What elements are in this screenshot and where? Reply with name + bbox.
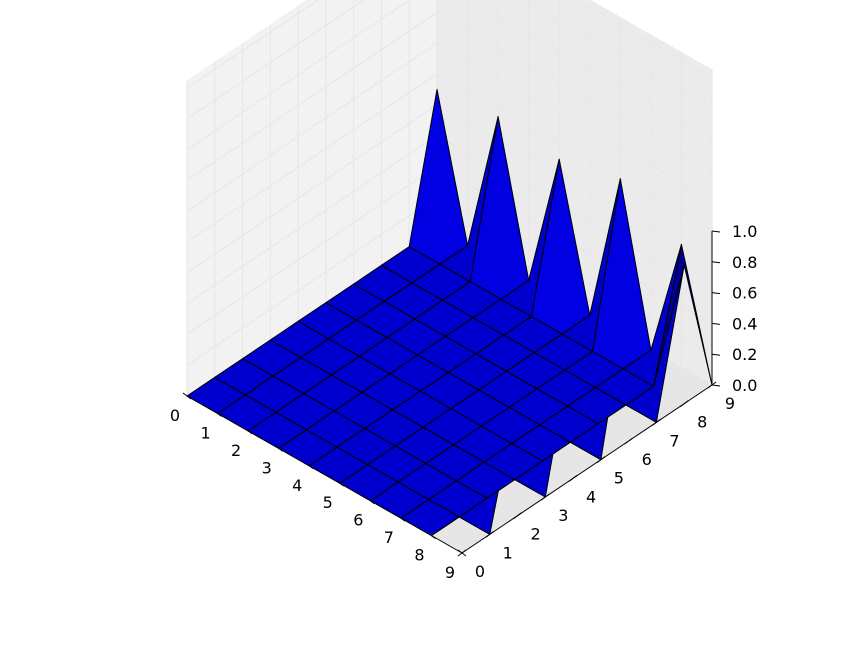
y-tick-label: 4 (586, 487, 596, 506)
y-tick (624, 437, 633, 445)
x-tick-label: 8 (414, 546, 424, 565)
x-tick-label: 6 (353, 511, 363, 530)
right-back-pane (437, 0, 712, 385)
z-tick (711, 384, 721, 387)
grid-line (186, 0, 713, 89)
y-tick (568, 474, 578, 482)
y-axis-line (461, 384, 713, 554)
y-tick (513, 512, 522, 520)
x-tick-label: 7 (384, 528, 394, 547)
grid-line (186, 11, 713, 181)
grid-line (186, 42, 713, 212)
z-tick (711, 261, 721, 264)
surface-facet (408, 88, 469, 265)
y-tick-label: 9 (725, 394, 735, 413)
y-tick (457, 549, 467, 557)
x-tick-label: 3 (262, 458, 272, 477)
z-tick-label: 0.6 (732, 284, 757, 303)
z-tick-label: 1.0 (732, 222, 757, 241)
y-tick-label: 1 (503, 543, 513, 562)
z-tick-label: 0.0 (732, 376, 757, 395)
z-tick (711, 322, 721, 325)
grid-line (186, 0, 713, 120)
y-tick-label: 3 (558, 506, 568, 525)
x-tick-label: 2 (231, 441, 241, 460)
x-tick-label: 4 (292, 476, 302, 495)
x-tick-label: 5 (323, 493, 333, 512)
z-tick (711, 230, 721, 233)
y-tick-label: 5 (614, 469, 624, 488)
x-tick-label: 0 (170, 406, 180, 425)
z-tick (711, 353, 721, 356)
y-tick-label: 6 (642, 450, 652, 469)
grid-line (186, 0, 713, 151)
surface-plot (186, 88, 713, 537)
y-tick-label: 2 (530, 525, 540, 544)
y-tick-label: 7 (669, 431, 679, 450)
z-tick-label: 0.2 (732, 345, 757, 364)
z-tick-label: 0.4 (732, 314, 757, 333)
left-back-pane (187, 0, 437, 396)
x-tick-label: 1 (200, 423, 210, 442)
x-tick-label: 9 (445, 563, 455, 582)
y-tick-label: 0 (475, 562, 485, 581)
y-tick-label: 8 (697, 413, 707, 432)
z-tick-label: 0.8 (732, 253, 757, 272)
y-tick (679, 400, 689, 408)
z-tick (711, 292, 721, 295)
